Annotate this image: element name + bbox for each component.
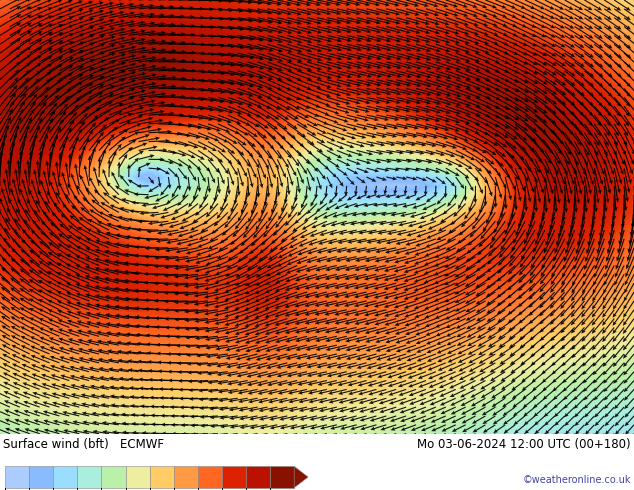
Bar — [150, 466, 174, 488]
Bar — [101, 466, 126, 488]
Text: ©weatheronline.co.uk: ©weatheronline.co.uk — [522, 475, 631, 486]
Bar — [270, 466, 294, 488]
Bar — [53, 466, 77, 488]
Bar — [174, 466, 198, 488]
Bar — [126, 466, 150, 488]
Bar — [198, 466, 222, 488]
Bar — [5, 466, 29, 488]
Polygon shape — [294, 466, 308, 488]
Text: Mo 03-06-2024 12:00 UTC (00+180): Mo 03-06-2024 12:00 UTC (00+180) — [417, 438, 631, 451]
Bar — [246, 466, 270, 488]
Bar — [77, 466, 101, 488]
Bar — [29, 466, 53, 488]
Bar — [222, 466, 246, 488]
Text: Surface wind (bft)   ECMWF: Surface wind (bft) ECMWF — [3, 438, 164, 451]
